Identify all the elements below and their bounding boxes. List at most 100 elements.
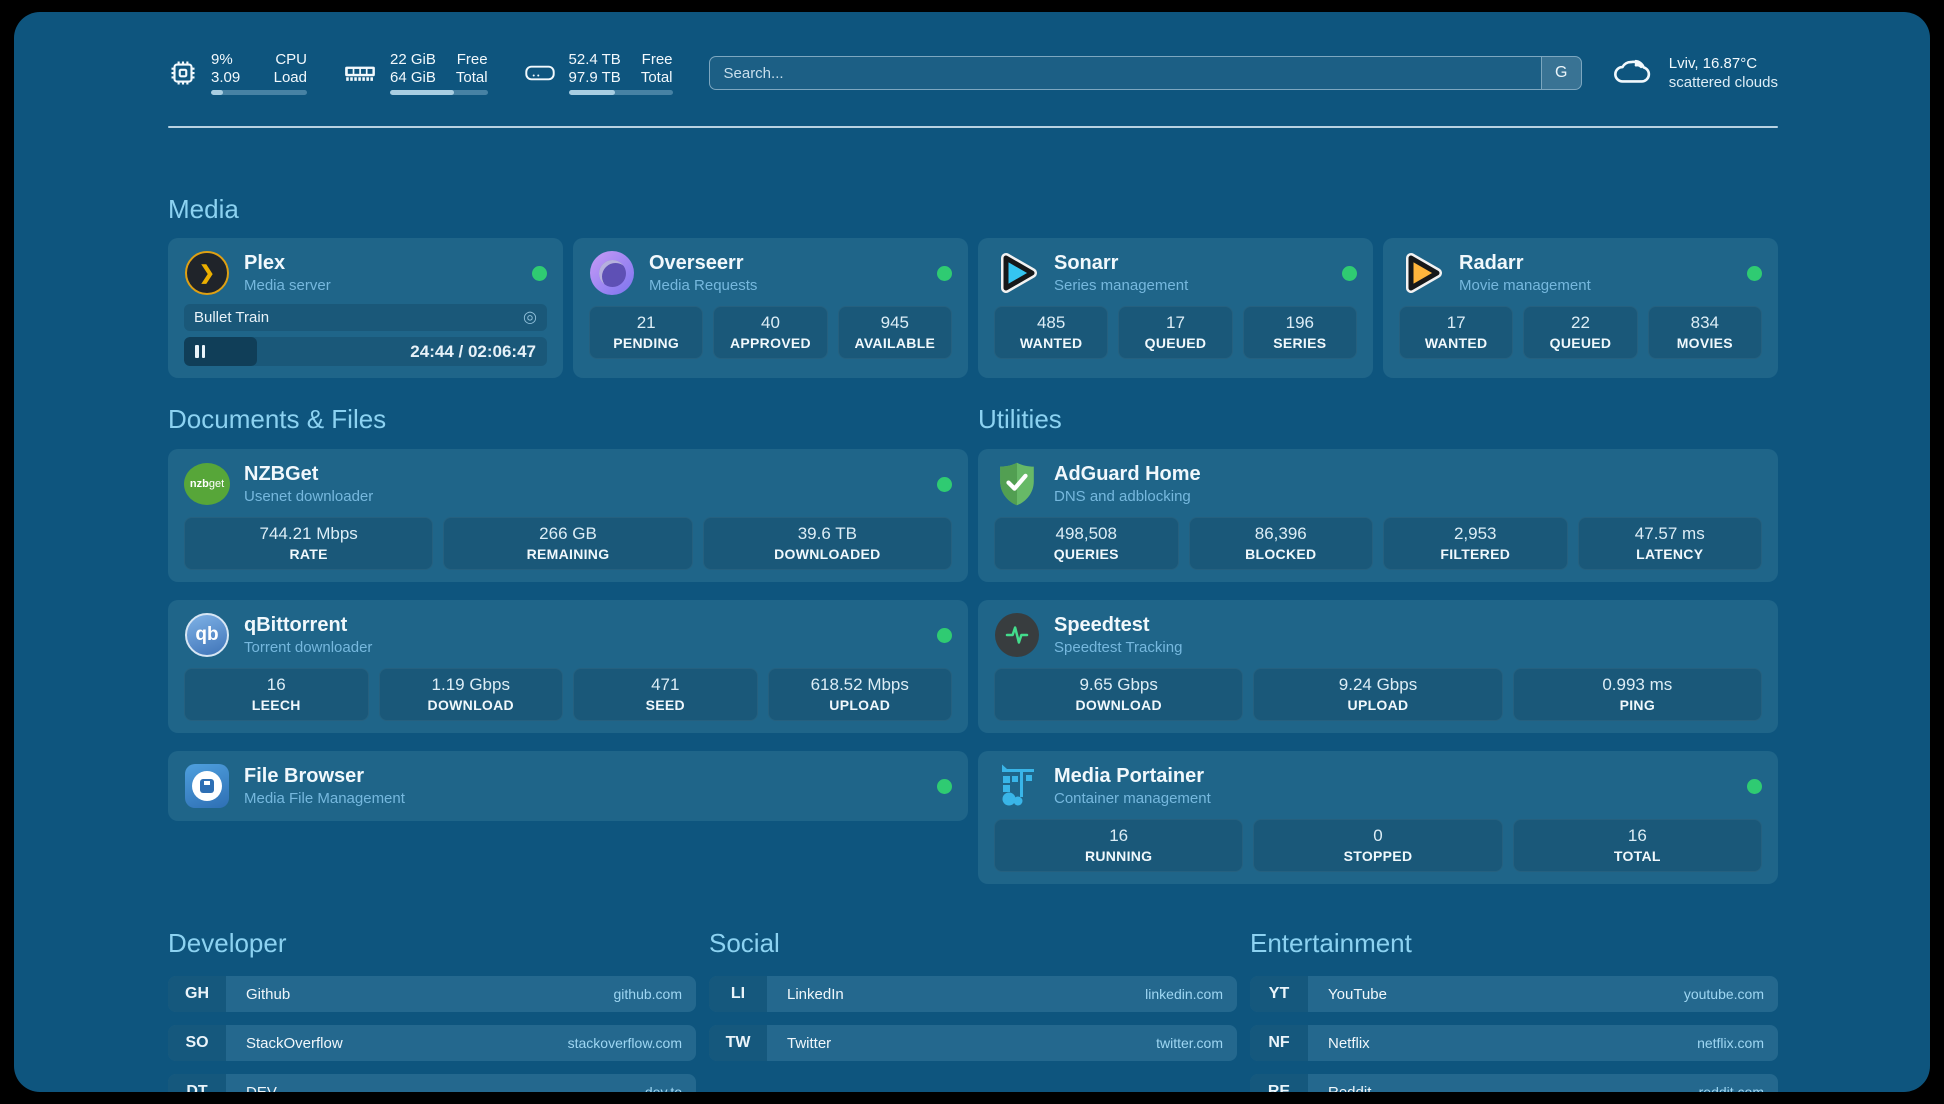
bookmarks-social: Social LI LinkedIn linkedin.com TW Twitt… (709, 928, 1237, 1092)
now-playing-row: Bullet Train ◎ (184, 304, 547, 331)
speedtest-subtitle: Speedtest Tracking (1054, 639, 1183, 656)
bookmark-github[interactable]: GH Github github.com (168, 976, 696, 1012)
nzbget-title: NZBGet (244, 463, 319, 485)
bookmark-abbr: GH (168, 976, 226, 1012)
nzbget-subtitle: Usenet downloader (244, 488, 374, 505)
bookmark-abbr: RE (1250, 1074, 1308, 1092)
stat-tile: 1.19 Gbps DOWNLOAD (378, 668, 563, 721)
stat-tile: 618.52 Mbps UPLOAD (767, 668, 952, 721)
playback-progress-row: 24:44 / 02:06:47 (184, 337, 547, 366)
radarr-icon (1399, 250, 1445, 296)
qbittorrent-icon: qb (184, 612, 230, 658)
stat-tile: 266 GB REMAINING (443, 517, 693, 570)
memory-free: 22 GiB (390, 51, 436, 68)
qbittorrent-title: qBittorrent (244, 614, 348, 636)
stat-tile: 9.65 Gbps DOWNLOAD (994, 668, 1244, 721)
bookmark-url: youtube.com (1683, 986, 1764, 1002)
media-card-row: ❯ Plex Media server Bullet Train ◎ 24:44… (168, 238, 1778, 378)
cpu-percent: 9% (211, 51, 233, 68)
sonarr-card[interactable]: Sonarr Series management 485 WANTED 17 Q… (978, 238, 1373, 378)
bookmark-youtube[interactable]: YT YouTube youtube.com (1250, 976, 1778, 1012)
bookmark-dev[interactable]: DT DEV dev.to (168, 1074, 696, 1092)
bookmark-linkedin[interactable]: LI LinkedIn linkedin.com (709, 976, 1237, 1012)
memory-icon (343, 60, 377, 86)
overseerr-subtitle: Media Requests (649, 277, 758, 294)
overseerr-card[interactable]: Overseerr Media Requests 21 PENDING 40 A… (573, 238, 968, 378)
radarr-status-dot (1747, 265, 1762, 281)
filebrowser-card[interactable]: File Browser Media File Management (168, 751, 968, 821)
stat-tile: 2,953 FILTERED (1383, 517, 1568, 570)
bookmark-url: stackoverflow.com (567, 1035, 682, 1051)
bookmark-abbr: NF (1250, 1025, 1308, 1061)
bookmark-abbr: YT (1250, 976, 1308, 1012)
plex-card[interactable]: ❯ Plex Media server Bullet Train ◎ 24:44… (168, 238, 563, 378)
bookmark-url: reddit.com (1698, 1084, 1764, 1092)
disk-label-1: Free (641, 51, 673, 68)
bookmark-name: Github (246, 985, 291, 1003)
bookmarks-entertainment: Entertainment YT YouTube youtube.com NF … (1250, 928, 1778, 1092)
plex-title: Plex (244, 252, 286, 274)
transcode-icon[interactable]: ◎ (523, 308, 537, 326)
stat-tile: 9.24 Gbps UPLOAD (1253, 668, 1503, 721)
stat-tile: 17 QUEUED (1118, 306, 1233, 359)
bookmark-abbr: DT (168, 1074, 226, 1092)
section-heading-social: Social (709, 928, 780, 958)
stat-tile: 0 STOPPED (1253, 819, 1503, 872)
stat-tile: 0.993 ms PING (1512, 668, 1762, 721)
stat-tile: 16 RUNNING (994, 819, 1244, 872)
bookmark-url: netflix.com (1697, 1035, 1764, 1051)
bookmark-twitter[interactable]: TW Twitter twitter.com (709, 1025, 1237, 1061)
bookmark-netflix[interactable]: NF Netflix netflix.com (1250, 1025, 1778, 1061)
filebrowser-icon (184, 763, 230, 809)
bookmark-url: linkedin.com (1145, 986, 1223, 1002)
stat-tile: 196 SERIES (1242, 306, 1357, 359)
sonarr-title: Sonarr (1054, 252, 1119, 274)
stat-tile: 16 LEECH (184, 668, 369, 721)
bookmarks-developer: Developer GH Github github.com SO StackO… (168, 928, 696, 1092)
portainer-card[interactable]: Media Portainer Container management 16 … (978, 751, 1778, 884)
weather-location-temp: Lviv, 16.87°C (1668, 55, 1758, 72)
stat-tile: 17 WANTED (1399, 306, 1514, 359)
nzbget-card[interactable]: nzbget NZBGet Usenet downloader 744.21 M… (168, 449, 968, 582)
bookmark-url: github.com (613, 986, 682, 1002)
bookmark-reddit[interactable]: RE Reddit reddit.com (1250, 1074, 1778, 1092)
bookmark-name: LinkedIn (787, 985, 844, 1003)
search-bar: G (708, 56, 1582, 90)
qbittorrent-subtitle: Torrent downloader (244, 639, 373, 656)
stat-tile: 945 AVAILABLE (837, 306, 952, 359)
adguard-card[interactable]: AdGuard Home DNS and adblocking 498,508 … (978, 449, 1778, 582)
cloud-icon (1610, 54, 1656, 93)
weather-widget[interactable]: Lviv, 16.87°C scattered clouds (1610, 54, 1778, 93)
section-heading-developer: Developer (168, 928, 287, 958)
disk-progress-bar (568, 90, 673, 95)
overseerr-title: Overseerr (649, 252, 744, 274)
filebrowser-subtitle: Media File Management (244, 790, 405, 807)
sonarr-subtitle: Series management (1054, 277, 1189, 294)
cpu-label-1: CPU (275, 51, 307, 68)
bookmark-abbr: TW (709, 1025, 767, 1061)
qbittorrent-card[interactable]: qb qBittorrent Torrent downloader 16 LEE… (168, 600, 968, 733)
section-heading-media: Media (168, 194, 239, 224)
adguard-title: AdGuard Home (1054, 463, 1201, 485)
portainer-icon (994, 763, 1040, 809)
system-stats: 9% 3.09 CPU Load (168, 51, 673, 95)
cpu-stat: 9% 3.09 CPU Load (168, 51, 307, 95)
bookmark-url: dev.to (644, 1084, 682, 1092)
bookmark-stackoverflow[interactable]: SO StackOverflow stackoverflow.com (168, 1025, 696, 1061)
sonarr-status-dot (1342, 265, 1357, 281)
stat-tile: 471 SEED (573, 668, 758, 721)
speedtest-title: Speedtest (1054, 614, 1150, 636)
search-engine-button[interactable]: G (1540, 57, 1581, 89)
search-input[interactable] (709, 57, 1541, 89)
bookmark-name: StackOverflow (246, 1034, 343, 1052)
disk-label-2: Total (640, 69, 673, 86)
memory-stat: 22 GiB 64 GiB Free Total (343, 51, 488, 95)
plex-icon: ❯ (184, 250, 230, 296)
memory-total: 64 GiB (390, 69, 436, 86)
speedtest-card[interactable]: Speedtest Speedtest Tracking 9.65 Gbps D… (978, 600, 1778, 733)
radarr-card[interactable]: Radarr Movie management 17 WANTED 22 QUE… (1383, 238, 1778, 378)
memory-progress-bar (390, 90, 488, 95)
stat-tile: 834 MOVIES (1647, 306, 1762, 359)
pause-icon[interactable] (195, 345, 205, 358)
bookmark-name: YouTube (1328, 985, 1387, 1003)
